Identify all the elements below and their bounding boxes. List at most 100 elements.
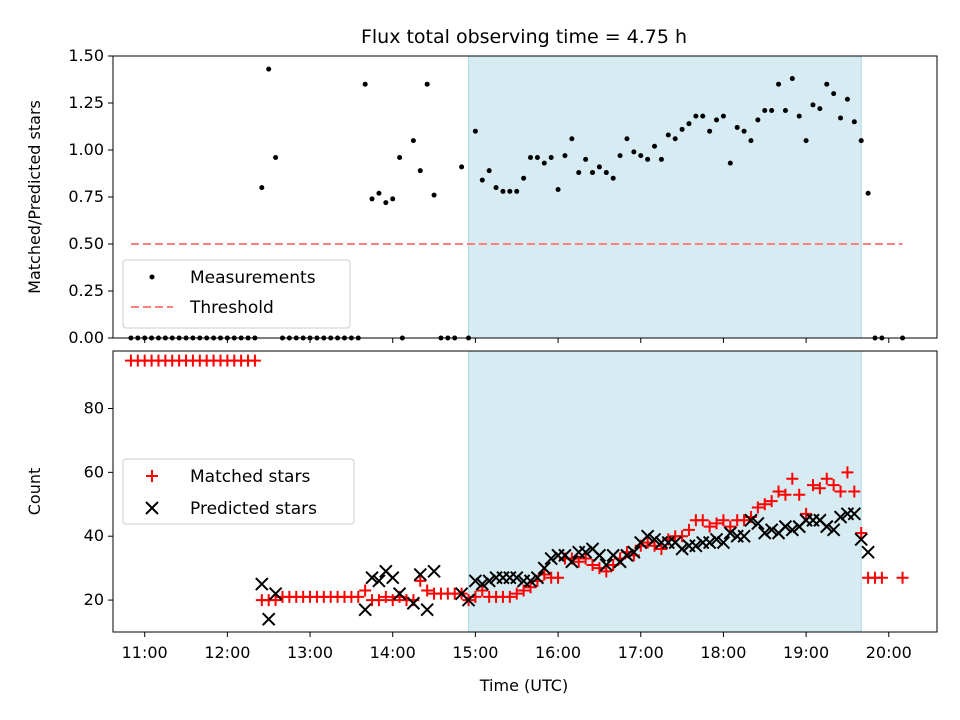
predicted-star-point <box>475 577 489 591</box>
matched-star-point <box>476 584 489 597</box>
measurement-point <box>679 126 685 132</box>
matched-star-point <box>848 485 861 498</box>
matched-star-point <box>696 514 709 527</box>
measurement-point <box>362 81 368 87</box>
legend-predicted-label: Predicted stars <box>190 499 317 519</box>
measurement-point <box>796 113 802 119</box>
matched-star-point <box>503 590 516 603</box>
measurement-point <box>397 155 403 161</box>
measurement-point <box>789 76 795 82</box>
ratio-marks <box>128 66 906 341</box>
measurement-point <box>596 164 602 170</box>
count-legend: Matched stars Predicted stars <box>122 458 355 525</box>
matched-star-point <box>579 552 592 565</box>
matched-star-point <box>765 495 778 508</box>
count-x-axis-label: Time (UTC) <box>479 676 568 695</box>
matched-star-point <box>655 542 668 555</box>
count-x-tick-label: 12:00 <box>204 643 250 662</box>
predicted-star-point <box>751 516 765 531</box>
predicted-star-point <box>461 593 476 607</box>
measurement-point <box>769 108 775 114</box>
predicted-star-point <box>785 523 800 537</box>
ratio-shaded-interval <box>468 55 862 339</box>
measurement-point <box>424 81 430 87</box>
predicted-star-point <box>565 555 579 569</box>
predicted-star-point <box>833 510 848 524</box>
predicted-star-point <box>620 548 634 563</box>
predicted-star-point <box>268 586 283 601</box>
ratio-legend: Measurements Threshold <box>122 259 351 329</box>
measurement-point <box>672 136 678 142</box>
legend-matched-label: Matched stars <box>190 467 310 487</box>
measurement-point <box>610 175 616 181</box>
legend-threshold-label: Threshold <box>189 298 274 318</box>
measurement-point <box>507 188 513 194</box>
matched-star-point <box>600 565 613 578</box>
measurement-point <box>369 196 375 202</box>
matched-star-point <box>820 472 833 485</box>
predicted-star-point <box>689 539 703 553</box>
count-marks <box>124 354 909 626</box>
measurement-point <box>693 113 699 119</box>
matched-star-point <box>779 488 792 501</box>
measurement-point <box>541 160 547 166</box>
predicted-star-point <box>592 548 607 563</box>
predicted-star-point <box>530 571 545 585</box>
measurement-point <box>479 177 485 183</box>
measurement-point <box>383 200 389 206</box>
measurement-point <box>762 108 768 114</box>
matched-star-point <box>379 590 392 603</box>
predicted-star-point <box>778 519 793 534</box>
measurement-point <box>624 136 630 142</box>
count-x-tick-label: 18:00 <box>700 643 746 662</box>
count-x-tick-label: 13:00 <box>287 643 333 662</box>
ratio-panel: 0.00 0.25 0.50 0.75 1.00 1.25 1.50 Matched/Pre… <box>25 46 938 347</box>
measurement-point <box>865 190 871 196</box>
count-y-tick-label: 40 <box>84 526 104 545</box>
matched-star-point <box>724 520 737 533</box>
predicted-star-point <box>406 596 421 610</box>
measurement-point <box>259 185 265 191</box>
ratio-y-tick-label: 1.00 <box>68 140 104 159</box>
matched-star-point <box>786 472 799 485</box>
measurement-point <box>500 188 506 194</box>
measurement-point <box>528 155 534 161</box>
measurement-point <box>617 153 623 159</box>
predicted-star-point <box>737 529 751 543</box>
count-x-tick-label: 20:00 <box>866 643 912 662</box>
matched-star-point <box>269 594 282 607</box>
predicted-star-point <box>854 532 868 547</box>
measurement-point <box>472 128 478 134</box>
measurement-point <box>514 188 520 194</box>
predicted-star-point <box>758 526 772 540</box>
matched-star-point <box>772 485 785 498</box>
matched-star-point <box>586 558 599 571</box>
measurement-point <box>824 81 830 87</box>
predicted-star-point <box>647 532 662 547</box>
measurement-point <box>266 66 272 72</box>
count-x-tick-label: 16:00 <box>535 643 581 662</box>
legend-predicted-marker <box>145 501 159 515</box>
measurement-point <box>417 168 423 174</box>
predicted-star-point <box>482 574 496 588</box>
measurement-point <box>810 102 816 108</box>
count-legend-box <box>122 458 355 525</box>
measurement-point <box>645 156 651 162</box>
predicted-star-point <box>420 602 434 617</box>
predicted-star-point <box>392 586 407 601</box>
predicted-star-point <box>716 535 731 550</box>
measurement-point <box>652 143 658 149</box>
measurement-point <box>734 124 740 130</box>
matched-star-point <box>717 514 730 527</box>
predicted-star-point <box>365 571 379 585</box>
predicted-star-point <box>826 523 841 537</box>
ratio-y-tick-label: 1.25 <box>68 93 104 112</box>
count-x-tick-label: 15:00 <box>452 643 498 662</box>
count-plot-frame <box>112 350 938 633</box>
measurement-point <box>590 170 596 176</box>
measurement-point <box>755 117 761 123</box>
predicted-star-point <box>640 529 655 543</box>
predicted-star-point <box>386 571 400 585</box>
matched-star-point <box>676 530 689 543</box>
